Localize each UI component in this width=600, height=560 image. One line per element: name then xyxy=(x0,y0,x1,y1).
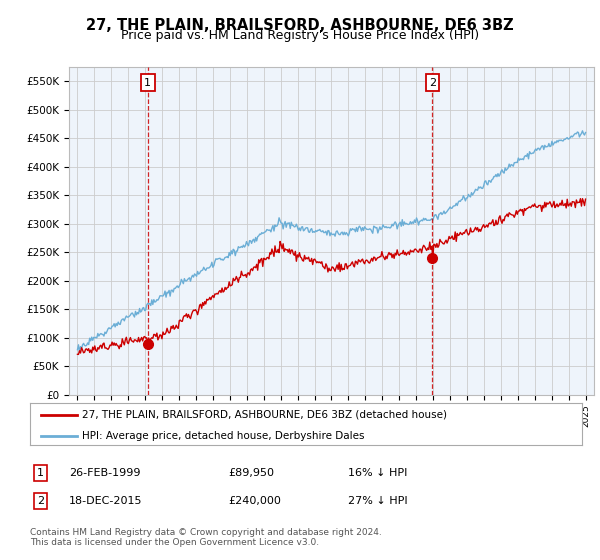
Text: 2: 2 xyxy=(37,496,44,506)
Text: £240,000: £240,000 xyxy=(228,496,281,506)
Text: 27, THE PLAIN, BRAILSFORD, ASHBOURNE, DE6 3BZ: 27, THE PLAIN, BRAILSFORD, ASHBOURNE, DE… xyxy=(86,18,514,34)
Text: Price paid vs. HM Land Registry's House Price Index (HPI): Price paid vs. HM Land Registry's House … xyxy=(121,29,479,42)
Text: 1: 1 xyxy=(144,78,151,87)
Text: HPI: Average price, detached house, Derbyshire Dales: HPI: Average price, detached house, Derb… xyxy=(82,431,365,441)
Text: 27% ↓ HPI: 27% ↓ HPI xyxy=(348,496,407,506)
Text: 2: 2 xyxy=(429,78,436,87)
Text: 16% ↓ HPI: 16% ↓ HPI xyxy=(348,468,407,478)
Text: 27, THE PLAIN, BRAILSFORD, ASHBOURNE, DE6 3BZ (detached house): 27, THE PLAIN, BRAILSFORD, ASHBOURNE, DE… xyxy=(82,409,448,419)
Text: 18-DEC-2015: 18-DEC-2015 xyxy=(69,496,143,506)
Text: Contains HM Land Registry data © Crown copyright and database right 2024.
This d: Contains HM Land Registry data © Crown c… xyxy=(30,528,382,547)
Text: 1: 1 xyxy=(37,468,44,478)
Text: £89,950: £89,950 xyxy=(228,468,274,478)
Text: 26-FEB-1999: 26-FEB-1999 xyxy=(69,468,140,478)
